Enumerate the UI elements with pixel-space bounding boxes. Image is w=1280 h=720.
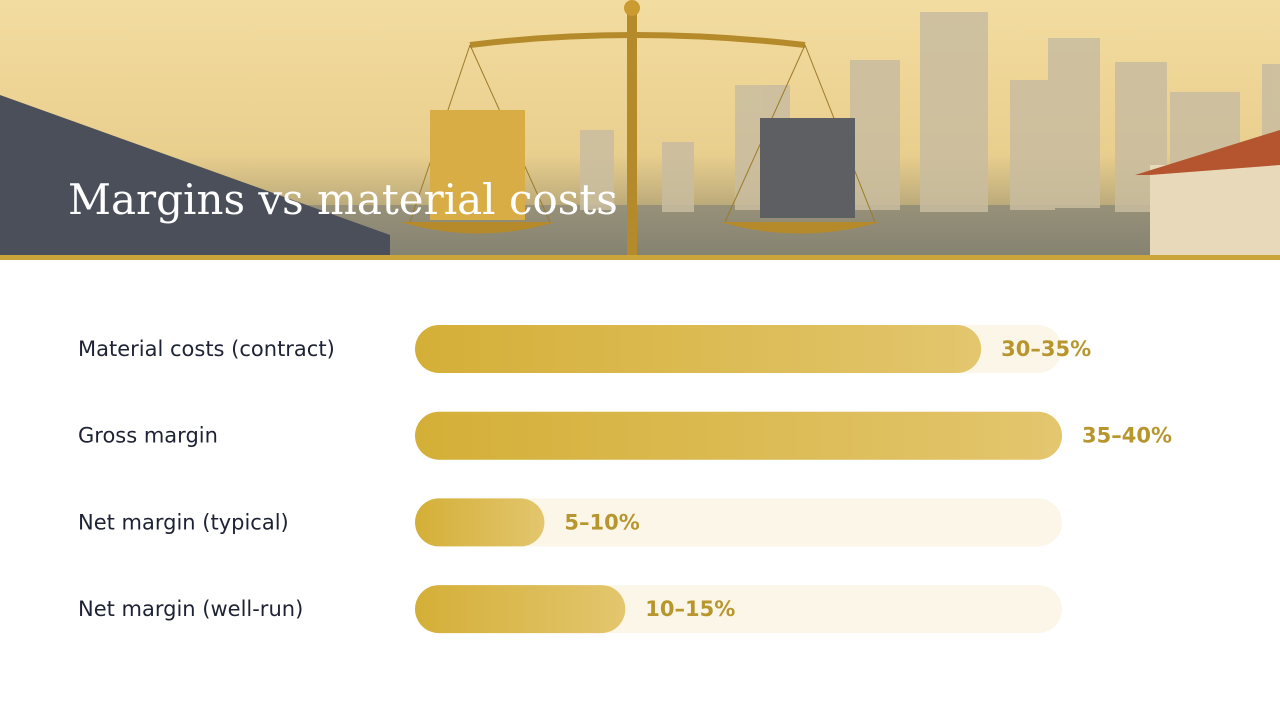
value-label: 30–35%: [1001, 337, 1091, 361]
slide-title: Margins vs material costs: [68, 175, 618, 224]
bar-track: [415, 498, 1062, 547]
category-label: Material costs (contract): [78, 337, 335, 361]
value-label: 35–40%: [1082, 424, 1172, 448]
category-label: Gross margin: [78, 424, 218, 448]
bar: [415, 325, 982, 373]
header-image: [0, 0, 1280, 260]
bar: [415, 585, 626, 634]
bar: [415, 498, 545, 547]
bar: [415, 411, 1062, 460]
value-label: 5–10%: [564, 510, 639, 534]
category-label: Net margin (well-run): [78, 597, 303, 621]
value-label: 10–15%: [645, 597, 735, 621]
category-label: Net margin (typical): [78, 510, 289, 534]
